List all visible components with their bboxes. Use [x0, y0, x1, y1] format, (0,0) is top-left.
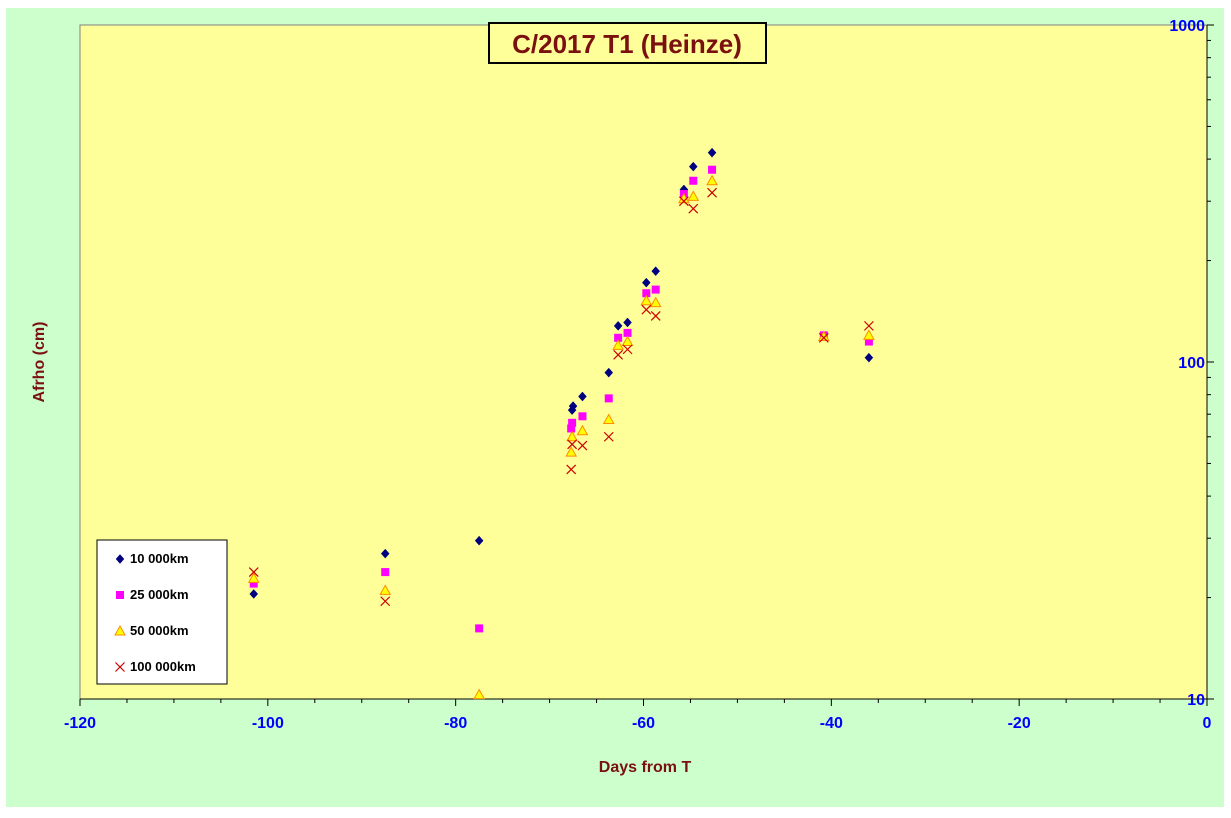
data-point — [602, 413, 615, 425]
data-point — [604, 367, 614, 378]
x-tick-label: -100 — [252, 715, 284, 732]
data-point — [641, 277, 651, 288]
x-tick-label: -60 — [632, 715, 655, 732]
data-point — [864, 352, 874, 363]
plot-area — [79, 24, 1208, 700]
data-point — [567, 439, 578, 450]
legend-label: 100 000km — [130, 659, 196, 674]
data-point — [622, 344, 633, 355]
data-point — [566, 464, 577, 475]
data-point — [567, 424, 576, 433]
legend-label: 50 000km — [130, 623, 189, 638]
x-axis: -120 -100 -80 -60 -40 -20 0 — [64, 698, 1212, 732]
y-tick-label: 1000 — [1169, 18, 1205, 35]
data-point — [568, 418, 577, 427]
data-point — [707, 147, 717, 158]
data-point — [475, 624, 484, 633]
data-point — [568, 401, 578, 411]
data-point — [473, 688, 485, 700]
data-point — [380, 548, 390, 559]
title-frame — [488, 22, 767, 64]
data-point — [623, 317, 632, 328]
legend-marker — [114, 624, 126, 636]
data-point — [613, 349, 624, 360]
data-point — [687, 190, 700, 201]
x-tick-label: 0 — [1203, 715, 1212, 732]
y-axis-title: Afrho (cm) — [31, 322, 48, 403]
data-point — [381, 568, 390, 577]
legend-label: 10 000km — [130, 551, 189, 566]
data-point — [707, 187, 717, 198]
y-tick-label: 100 — [1178, 355, 1205, 372]
data-point — [863, 320, 874, 331]
chart-title: C/2017 T1 (Heinze) — [512, 29, 742, 59]
x-axis-title: Days from T — [599, 759, 692, 776]
data-point — [818, 332, 829, 343]
y-axis: 10 100 1000 — [1169, 18, 1214, 709]
data-point — [578, 412, 587, 421]
data-point — [379, 584, 392, 595]
data-point — [708, 165, 717, 174]
data-point — [650, 311, 661, 321]
y-tick-label: 10 — [1187, 692, 1205, 709]
data-point — [640, 294, 653, 306]
data-point — [612, 339, 624, 350]
data-point — [576, 424, 589, 436]
data-marks — [247, 147, 875, 700]
data-point — [651, 285, 660, 294]
data-point — [249, 589, 259, 599]
data-point — [678, 196, 689, 207]
data-point — [566, 430, 578, 442]
data-point — [642, 289, 651, 298]
data-point — [247, 572, 260, 583]
data-point — [706, 174, 718, 186]
data-point — [621, 335, 634, 347]
data-point — [863, 329, 875, 340]
data-point — [649, 296, 662, 308]
data-point — [864, 337, 873, 346]
chart-title-box: C/2017 T1 (Heinze) — [488, 22, 767, 64]
x-tick-label: -40 — [820, 715, 843, 732]
data-point — [688, 161, 698, 172]
legend-marker — [115, 662, 125, 672]
data-point — [249, 579, 258, 588]
data-point — [688, 203, 699, 214]
data-point — [623, 328, 632, 337]
data-point — [651, 266, 661, 277]
data-point — [474, 535, 484, 546]
x-tick-label: -120 — [64, 715, 96, 732]
data-point — [689, 176, 698, 185]
data-point — [603, 431, 614, 442]
data-point — [578, 391, 587, 402]
series-2 — [247, 174, 875, 700]
legend-marker — [116, 591, 124, 599]
data-point — [641, 304, 652, 315]
data-point — [604, 394, 613, 403]
data-point — [380, 596, 391, 607]
data-point — [613, 320, 623, 331]
series-0 — [249, 147, 874, 599]
legend-label: 25 000km — [130, 587, 189, 602]
x-tick-label: -20 — [1008, 715, 1031, 732]
series-3 — [248, 187, 874, 607]
data-point — [577, 440, 588, 451]
data-point — [565, 446, 578, 457]
x-tick-label: -80 — [444, 715, 467, 732]
data-point — [614, 333, 623, 342]
legend: 10 000km 25 000km 50 000km 100 000km — [96, 539, 228, 685]
legend-marker — [115, 554, 125, 564]
series-1 — [249, 165, 873, 633]
data-point — [248, 567, 259, 578]
legend-frame — [96, 539, 228, 685]
